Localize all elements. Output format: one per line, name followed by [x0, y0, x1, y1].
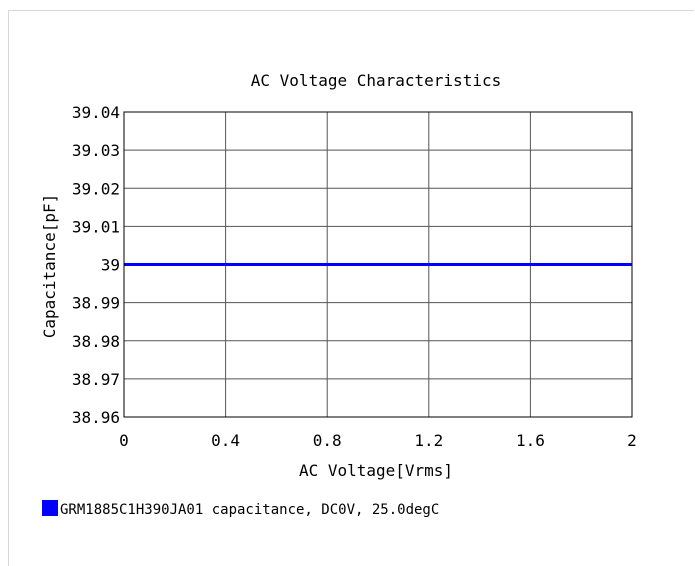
y-tick-label: 38.97	[72, 370, 120, 389]
y-axis-label: Capacitance[pF]	[40, 194, 59, 339]
y-tick-label: 39.04	[72, 103, 120, 122]
y-tick-label: 38.99	[72, 294, 120, 313]
x-tick-label: 2	[627, 431, 637, 450]
x-tick-labels: 0 0.4 0.8 1.2 1.6 2	[119, 431, 637, 450]
y-tick-label: 39.01	[72, 217, 120, 236]
x-tick-label: 0.4	[211, 431, 240, 450]
legend-swatch	[42, 500, 58, 516]
chart-title: AC Voltage Characteristics	[251, 71, 501, 90]
y-tick-label: 39.02	[72, 179, 120, 198]
x-tick-label: 1.2	[414, 431, 443, 450]
data-point	[326, 264, 328, 265]
legend-label: GRM1885C1H390JA01 capacitance, DC0V, 25.…	[60, 502, 439, 518]
data-point	[428, 264, 430, 265]
y-tick-label: 39.03	[72, 141, 120, 160]
x-tick-label: 0	[119, 431, 129, 450]
y-tick-label: 39	[101, 256, 120, 275]
plot-area-border	[123, 111, 633, 418]
y-tick-labels: 39.04 39.03 39.02 39.01 39 38.99 38.98 38.97 38.…	[72, 103, 120, 427]
series-lines	[123, 263, 633, 266]
legend: GRM1885C1H390JA01 capacitance, DC0V, 25.…	[42, 500, 439, 518]
x-axis-label: AC Voltage[Vrms]	[299, 461, 453, 480]
data-point	[529, 264, 531, 265]
y-tick-label: 38.98	[72, 332, 120, 351]
x-tick-label: 1.6	[516, 431, 545, 450]
chart-frame	[8, 10, 694, 566]
y-tick-label: 38.96	[72, 408, 120, 427]
data-point	[225, 264, 227, 265]
x-tick-label: 0.8	[313, 431, 342, 450]
